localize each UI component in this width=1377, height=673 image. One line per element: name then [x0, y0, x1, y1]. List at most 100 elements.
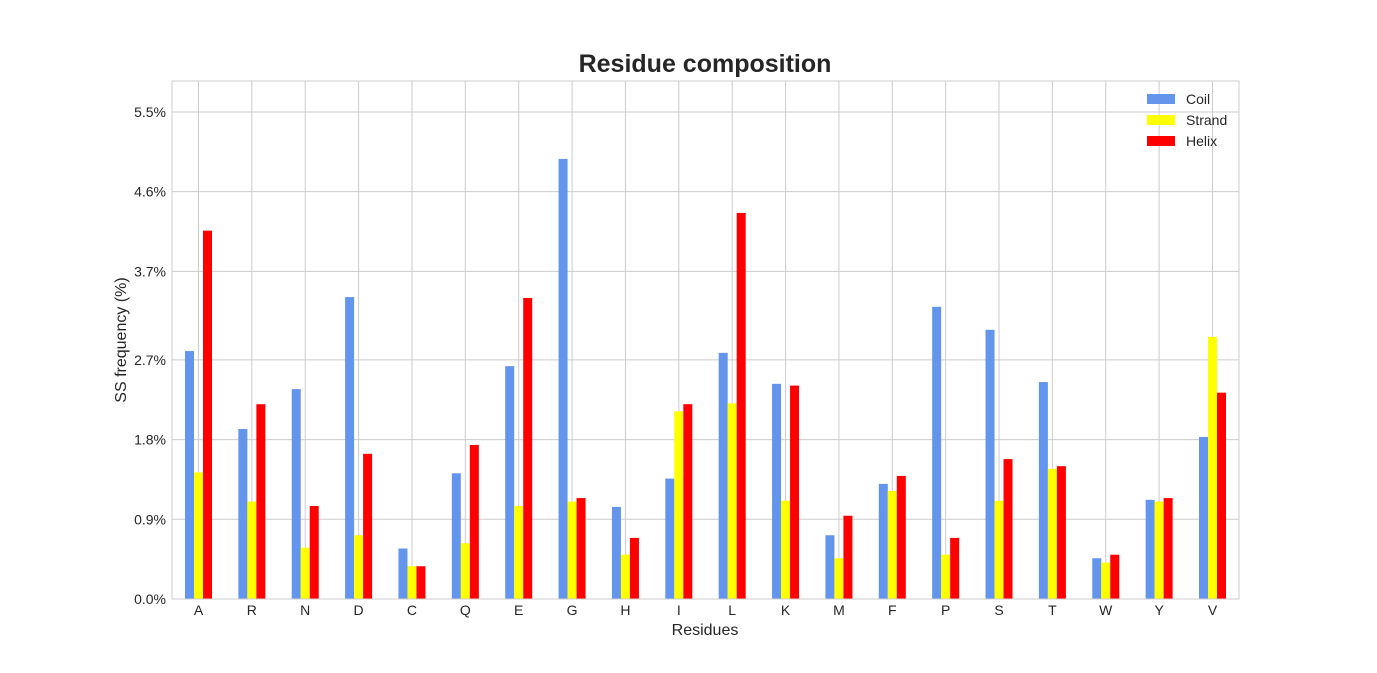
legend-label-strand: Strand — [1186, 112, 1227, 128]
x-tick-label: G — [567, 602, 578, 618]
bar-coil-i — [665, 478, 675, 599]
bar-coil-g — [558, 158, 568, 599]
y-tick-label: 1.8% — [134, 432, 166, 448]
legend-label-coil: Coil — [1186, 91, 1210, 107]
bar-strand-k — [781, 500, 791, 599]
x-tick-label: R — [247, 602, 257, 618]
y-tick-labels: 0.0% 0.9% 1.8% 2.7% 3.7% 4.6% 5.5% — [134, 104, 166, 607]
bar-strand-e — [514, 506, 524, 599]
y-tick-label: 5.5% — [134, 104, 166, 120]
y-tick-label: 2.7% — [134, 352, 166, 368]
bar-strand-t — [1047, 468, 1057, 599]
bar-strand-v — [1208, 336, 1217, 599]
bar-strand-i — [674, 411, 684, 599]
y-axis-title: SS frequency (%) — [113, 277, 130, 402]
bar-helix-k — [790, 385, 800, 599]
bar-coil-e — [505, 366, 515, 599]
x-tick-label: F — [888, 602, 897, 618]
bar-coil-v — [1199, 436, 1208, 599]
bar-strand-c — [407, 566, 417, 599]
bar-helix-w — [1110, 554, 1120, 599]
bar-helix-y — [1163, 498, 1173, 599]
y-tick-label: 0.9% — [134, 511, 166, 527]
x-tick-label: I — [677, 602, 681, 618]
legend: Coil Strand Helix — [1147, 91, 1227, 149]
bar-helix-v — [1217, 392, 1226, 599]
bar-strand-y — [1154, 501, 1164, 599]
x-tick-label: M — [833, 602, 845, 618]
bar-strand-p — [941, 554, 951, 599]
bar-helix-c — [416, 566, 426, 599]
legend-swatch-helix — [1147, 136, 1175, 146]
bar-helix-m — [843, 515, 853, 599]
x-tick-label: L — [728, 602, 736, 618]
legend-swatch-coil — [1147, 94, 1175, 104]
x-tick-label: S — [994, 602, 1003, 618]
bar-coil-r — [238, 428, 248, 599]
y-tick-label: 0.0% — [134, 591, 166, 607]
bar-coil-m — [825, 535, 835, 599]
bar-coil-l — [718, 352, 728, 599]
bar-strand-m — [834, 558, 844, 599]
bar-coil-n — [291, 389, 301, 599]
bar-helix-f — [896, 475, 906, 599]
y-tick-label: 3.7% — [134, 263, 166, 279]
bar-strand-f — [887, 490, 897, 599]
bar-coil-c — [398, 548, 408, 599]
x-tick-label: H — [620, 602, 630, 618]
bar-coil-w — [1092, 558, 1102, 599]
bar-helix-i — [683, 404, 693, 599]
bar-series — [185, 158, 1226, 599]
x-tick-label: D — [354, 602, 364, 618]
bar-strand-q — [460, 543, 470, 599]
x-tick-label: T — [1048, 602, 1057, 618]
bar-helix-l — [736, 212, 746, 599]
bar-strand-h — [620, 554, 630, 599]
bar-coil-y — [1145, 499, 1155, 599]
bar-helix-g — [576, 498, 586, 599]
bar-coil-q — [451, 473, 461, 599]
bar-strand-l — [727, 403, 737, 599]
y-tick-label: 4.6% — [134, 184, 166, 200]
bar-helix-r — [256, 404, 266, 599]
x-tick-label: W — [1099, 602, 1113, 618]
x-tick-label: K — [781, 602, 791, 618]
bar-helix-a — [203, 230, 212, 599]
bar-strand-n — [300, 547, 310, 599]
x-tick-label: N — [300, 602, 310, 618]
x-axis-title: Residues — [672, 622, 739, 639]
bar-helix-d — [363, 453, 373, 599]
chart-title: Residue composition — [579, 50, 832, 78]
bar-strand-a — [194, 472, 203, 599]
bar-coil-d — [345, 297, 355, 599]
x-tick-label: V — [1208, 602, 1218, 618]
legend-label-helix: Helix — [1186, 133, 1217, 149]
plot-frame — [171, 80, 1240, 600]
bar-helix-q — [469, 444, 479, 599]
x-tick-label: P — [941, 602, 950, 618]
bar-helix-p — [950, 537, 960, 599]
x-tick-label: A — [194, 602, 204, 618]
bar-coil-f — [878, 483, 888, 599]
bar-helix-t — [1056, 466, 1066, 599]
legend-swatch-strand — [1147, 115, 1175, 125]
bar-coil-t — [1038, 382, 1048, 599]
bar-coil-p — [932, 306, 942, 599]
bar-helix-h — [629, 537, 639, 599]
bar-helix-n — [309, 506, 319, 599]
bar-helix-e — [523, 297, 533, 599]
bar-strand-g — [567, 501, 577, 599]
bar-coil-a — [185, 351, 194, 599]
bar-coil-h — [611, 506, 621, 599]
bar-strand-d — [354, 535, 364, 599]
bar-helix-s — [1003, 459, 1013, 599]
bar-strand-r — [247, 501, 257, 599]
x-tick-label: Y — [1154, 602, 1164, 618]
bar-strand-s — [994, 500, 1004, 599]
x-tick-label: E — [514, 602, 523, 618]
bar-coil-k — [772, 383, 782, 599]
x-tick-label: Q — [460, 602, 471, 618]
x-tick-label: C — [407, 602, 417, 618]
